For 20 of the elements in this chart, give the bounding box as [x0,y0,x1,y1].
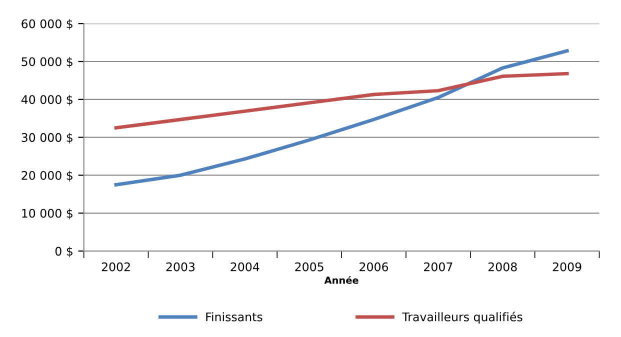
y-tick-label: 10 000 $ [22,208,72,220]
x-tick-label: 2005 [295,262,324,272]
x-axis-title: Année [324,276,358,284]
y-tick-label: 0 $ [55,246,72,258]
y-tick-label: 60 000 $ [22,19,72,30]
y-tick-label: 50 000 $ [22,57,72,68]
y-tick-label: 40 000 $ [21,94,72,106]
line-series [114,72,569,130]
x-tick-label: 2008 [488,262,517,272]
x-tick-label: 2007 [424,262,452,272]
legend-label: Travailleurs qualifiés [402,312,522,324]
y-tick-label: 20 000 $ [22,170,72,182]
x-tick-label: 2003 [166,262,195,272]
x-tick-label: 2009 [552,262,582,272]
legend-label: Finissants [206,312,262,322]
x-tick-label: 2004 [230,262,260,272]
x-tick-label: 2006 [360,262,388,272]
y-tick-label: 30 000 $ [22,132,72,144]
x-tick-label: 2002 [102,262,130,272]
line-series [114,49,569,186]
